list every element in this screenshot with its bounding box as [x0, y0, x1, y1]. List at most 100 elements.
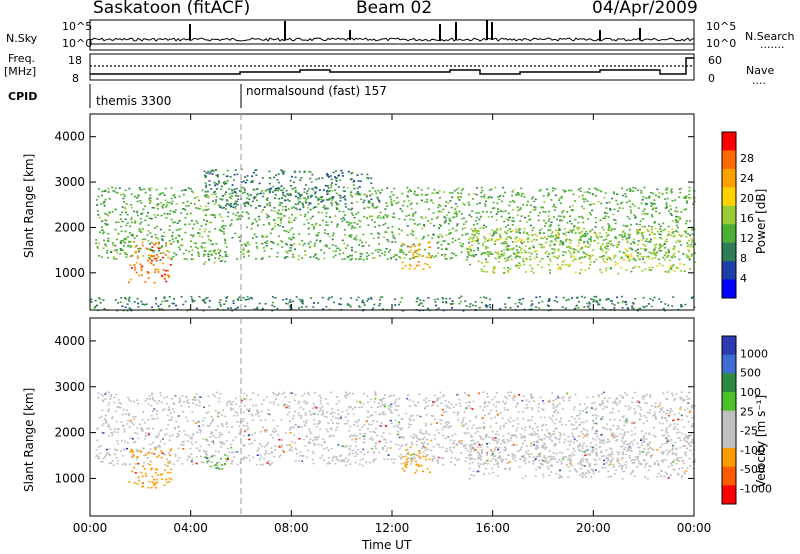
scatter-cell-0 [144, 219, 147, 222]
scatter-cell-0 [418, 223, 421, 225]
scatter-cell-5 [301, 299, 304, 301]
scatter-cell-0 [349, 452, 352, 455]
scatter-cell-0 [411, 215, 414, 217]
scatter-cell-0 [654, 256, 657, 259]
scatter-cell-6 [675, 241, 678, 244]
scatter-cell-0 [554, 188, 557, 190]
scatter-cell-0 [649, 394, 651, 396]
scatter-cell-0 [158, 249, 161, 252]
scatter-cell-0 [500, 253, 503, 256]
scatter-cell-0 [356, 201, 359, 203]
scatter-cell-6 [641, 256, 644, 258]
scatter-cell-1 [215, 199, 218, 201]
scatter-cell-6 [507, 247, 510, 250]
scatter-cell-0 [255, 413, 257, 416]
scatter-cell-0 [360, 198, 363, 201]
scatter-cell-0 [332, 422, 334, 424]
scatter-cell-0 [230, 463, 233, 465]
scatter-cell-1 [343, 195, 346, 197]
scatter-cell-0 [415, 237, 418, 240]
scatter-cell-0 [655, 207, 658, 209]
scatter-cell-0 [584, 451, 587, 454]
scatter-cell-5 [518, 298, 521, 301]
scatter-cell-0 [258, 458, 261, 461]
scatter-cell-0 [218, 213, 221, 216]
scatter-cell-0 [434, 437, 437, 440]
scatter-cell-0 [202, 438, 205, 440]
scatter-cell-0 [367, 254, 370, 257]
scatter-cell-0 [105, 245, 108, 247]
scatter-cell-0 [542, 232, 545, 234]
scatter-cell-0 [471, 210, 474, 212]
scatter-cell-0 [671, 200, 674, 202]
scatter-cell-0 [313, 227, 316, 230]
scatter-cell-0 [500, 200, 503, 203]
scatter-cell-0 [413, 456, 416, 458]
scatter-cell-1 [344, 206, 347, 208]
scatter-cell-0 [415, 443, 418, 446]
scatter-cell-6 [517, 239, 520, 242]
scatter-cell-0 [304, 254, 307, 256]
scatter-cell-0 [437, 192, 440, 194]
scatter-cell-6 [608, 257, 611, 259]
scatter-cell-5 [355, 299, 358, 301]
scatter-cell-5 [451, 300, 454, 302]
scatter-cell-6 [653, 237, 656, 239]
scatter-cell-0 [292, 417, 294, 420]
scatter-cell-0 [197, 399, 200, 402]
scatter-cell-0 [577, 462, 580, 465]
scatter-cell-0 [235, 192, 237, 194]
scatter-cell-0 [129, 225, 132, 228]
scatter-cell-0 [593, 458, 596, 460]
scatter-cell-0 [441, 408, 444, 411]
scatter-cell-0 [637, 189, 640, 191]
scatter-cell-3 [413, 249, 416, 252]
scatter-cell-0 [468, 400, 471, 403]
scatter-cell-6 [650, 252, 653, 254]
scatter-cell-0 [644, 245, 647, 247]
scatter-cell-0 [277, 209, 280, 212]
scatter-cell-0 [290, 193, 293, 196]
scatter-cell-0 [131, 438, 134, 440]
scatter-cell-0 [128, 240, 130, 243]
scatter-cell-0 [140, 231, 143, 233]
scatter-cell-0 [426, 193, 429, 196]
scatter-cell-0 [421, 238, 424, 240]
scatter-cell-5 [141, 303, 144, 305]
scatter-cell-0 [271, 436, 274, 439]
scatter-cell-0 [308, 393, 310, 396]
scatter-cell-0 [556, 257, 559, 259]
scatter-cell-0 [125, 224, 128, 227]
scatter-cell-0 [314, 392, 316, 394]
scatter-cell-0 [390, 202, 393, 205]
scatter-cell-0 [463, 411, 466, 413]
scatter-cell-0 [337, 422, 340, 425]
scatter-cell-0 [270, 240, 272, 243]
scatter-cell-0 [458, 199, 461, 201]
scatter-cell-1 [327, 190, 330, 193]
scatter-cell-0 [632, 190, 635, 192]
scatter-cell-0 [497, 208, 500, 210]
scatter-cell-5 [509, 307, 512, 309]
scatter-cell-0 [190, 188, 192, 190]
scatter-cell-0 [246, 422, 249, 425]
scatter-cell-0 [693, 243, 696, 246]
scatter-cell-6 [524, 245, 527, 247]
scatter-cell-0 [582, 421, 585, 424]
scatter-cell-2 [151, 249, 153, 251]
scatter-cell-0 [665, 412, 668, 415]
scatter-cell-0 [570, 416, 573, 418]
scatter-cell-0 [257, 412, 259, 414]
scatter-cell-0 [327, 449, 330, 452]
scatter-cell-0 [191, 249, 194, 251]
scatter-cell-0 [557, 411, 559, 414]
scatter-cell-0 [409, 203, 412, 206]
scatter-cell-0 [410, 435, 413, 437]
scatter-cell-1 [240, 181, 243, 183]
scatter-cell-0 [567, 440, 570, 443]
scatter-cell-0 [208, 231, 211, 233]
scatter-cell-0 [159, 193, 162, 196]
scatter-cell-0 [355, 445, 358, 448]
scatter-cell-0 [284, 432, 287, 434]
scatter-cell-0 [161, 235, 164, 237]
